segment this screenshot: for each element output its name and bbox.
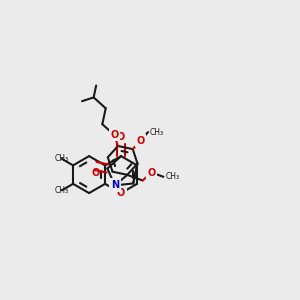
Text: N: N	[111, 180, 119, 190]
Text: O: O	[117, 133, 125, 142]
Text: O: O	[136, 136, 145, 146]
Text: O: O	[92, 168, 100, 178]
Text: CH₃: CH₃	[165, 172, 179, 181]
Text: O: O	[117, 188, 125, 198]
Text: O: O	[110, 130, 118, 140]
Text: O: O	[148, 168, 156, 178]
Text: CH₃: CH₃	[55, 154, 69, 164]
Text: CH₃: CH₃	[55, 186, 69, 195]
Text: CH₃: CH₃	[150, 128, 164, 136]
